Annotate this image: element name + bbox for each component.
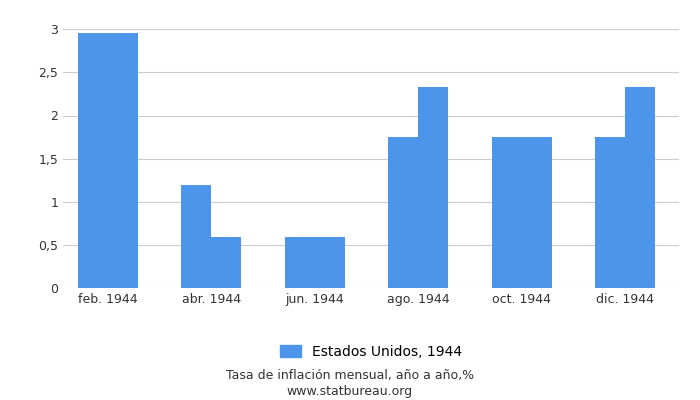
Bar [522,137,552,288]
Bar [108,33,138,288]
Bar [625,87,655,288]
Legend: Estados Unidos, 1944: Estados Unidos, 1944 [274,339,468,364]
Bar [315,237,345,288]
Bar [181,185,211,288]
Text: Tasa de inflación mensual, año a año,%: Tasa de inflación mensual, año a año,% [226,370,474,382]
Bar [418,87,448,288]
Bar [78,33,108,288]
Bar [595,137,625,288]
Bar [285,237,315,288]
Text: www.statbureau.org: www.statbureau.org [287,386,413,398]
Bar [389,137,418,288]
Bar [211,237,242,288]
Bar [491,137,522,288]
